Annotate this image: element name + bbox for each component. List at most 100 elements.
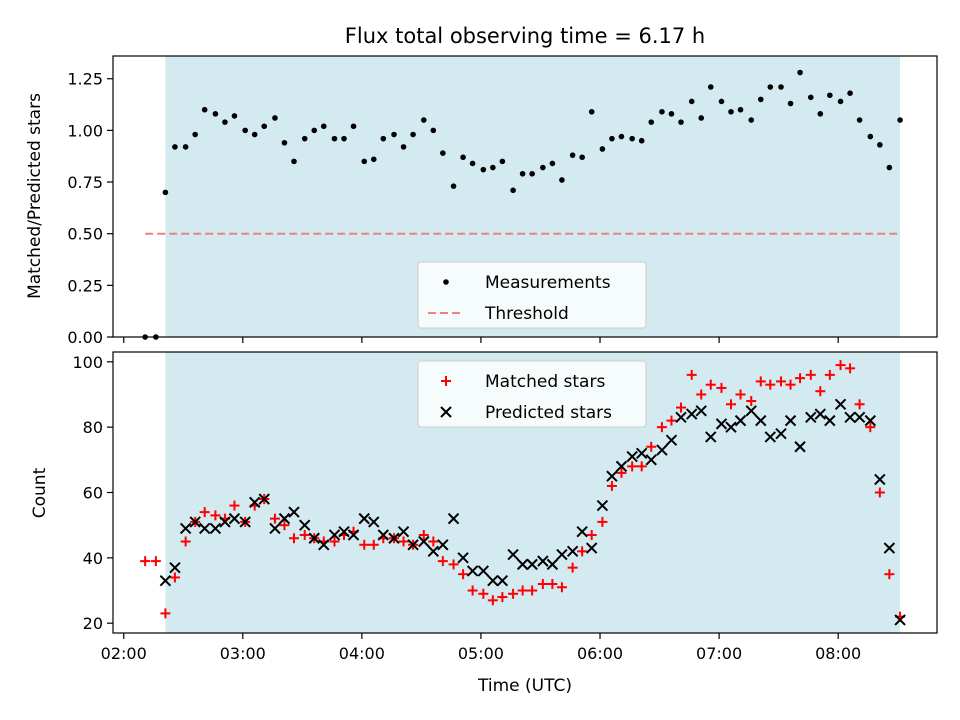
data-point <box>606 470 618 482</box>
marker-stroke <box>725 421 737 433</box>
marker-stroke <box>715 418 728 430</box>
marker-stroke <box>824 414 836 427</box>
data-point <box>192 131 198 138</box>
data-point <box>377 529 390 541</box>
marker-stroke <box>596 499 609 512</box>
data-point <box>291 158 297 165</box>
data-point <box>638 137 645 144</box>
bottom-panel: 20 40 60 80 100 02:00 03:00 04:00 05:00 06:00 07:0… <box>72 351 938 663</box>
marker-stroke <box>269 522 281 535</box>
data-point <box>380 135 387 142</box>
data-point <box>510 187 516 194</box>
data-point <box>854 399 865 410</box>
marker-stroke <box>308 532 320 544</box>
marker-stroke <box>318 539 330 551</box>
data-point <box>477 565 490 577</box>
data-point <box>705 431 717 443</box>
data-point <box>516 558 529 571</box>
marker-stroke <box>626 450 638 463</box>
data-point <box>358 512 370 525</box>
legend-entry: Threshold <box>428 304 569 324</box>
data-point <box>735 389 746 400</box>
data-point <box>884 569 895 580</box>
data-point <box>162 189 169 196</box>
legend: Measurements Threshold <box>417 261 647 329</box>
data-point <box>755 414 767 427</box>
data-point <box>210 510 221 521</box>
data-point <box>576 526 588 538</box>
data-point <box>150 556 161 567</box>
data-point <box>457 552 469 564</box>
marker-stroke <box>516 558 529 571</box>
data-point <box>507 548 519 561</box>
data-point <box>656 422 667 433</box>
data-point <box>189 516 201 528</box>
marker-stroke <box>576 526 588 538</box>
marker-stroke <box>299 519 311 531</box>
data-point <box>845 363 856 374</box>
marker-stroke <box>258 493 270 505</box>
data-point <box>418 529 429 540</box>
data-point <box>467 585 478 596</box>
data-point <box>567 562 578 573</box>
data-point <box>834 398 847 410</box>
top-panel: 0.00 0.25 0.50 0.75 1.00 1.25 Measurements Thre… <box>67 55 938 347</box>
marker-stroke <box>645 454 657 466</box>
data-point <box>785 379 796 390</box>
data-point <box>844 411 856 424</box>
data-point <box>338 526 350 538</box>
data-point <box>877 142 883 148</box>
data-point <box>745 405 757 417</box>
data-point <box>229 500 240 511</box>
data-point <box>596 499 609 512</box>
data-point <box>198 522 211 535</box>
y-tick-label: 1.00 <box>67 121 103 140</box>
legend-entry: Matched stars <box>441 372 605 392</box>
marker-stroke <box>496 575 509 587</box>
data-point <box>853 411 866 424</box>
x-tick-label: 06:00 <box>577 644 623 663</box>
data-point <box>824 369 835 380</box>
data-point <box>656 444 668 456</box>
data-point <box>182 144 189 150</box>
data-point <box>757 96 764 103</box>
data-point <box>261 123 268 130</box>
data-point <box>269 513 280 524</box>
data-point <box>469 160 476 167</box>
data-point <box>569 152 576 158</box>
data-point <box>537 578 548 589</box>
data-point <box>686 369 697 380</box>
data-point <box>764 431 777 443</box>
marker-stroke <box>407 539 419 551</box>
data-point <box>288 506 300 518</box>
data-point <box>212 111 219 117</box>
data-point <box>707 84 714 90</box>
marker-stroke <box>874 473 886 486</box>
data-point <box>228 512 241 525</box>
x-tick-label: 05:00 <box>458 644 504 663</box>
legend-box <box>417 360 647 428</box>
data-point <box>350 123 357 130</box>
data-point <box>678 119 684 125</box>
y-tick-label: 1.25 <box>67 70 103 89</box>
data-point <box>251 131 258 138</box>
data-point <box>490 164 496 171</box>
x-tick-label: 08:00 <box>815 644 861 663</box>
data-point <box>258 493 270 505</box>
data-point <box>546 558 559 571</box>
x-axis-label: Time (UTC) <box>477 676 572 696</box>
data-point <box>645 454 657 466</box>
data-point <box>391 131 397 138</box>
marker-stroke <box>834 398 847 410</box>
data-point <box>886 164 893 171</box>
data-point <box>347 529 360 541</box>
data-point <box>807 94 814 101</box>
data-point <box>566 545 579 558</box>
marker-stroke <box>764 431 777 443</box>
data-point <box>368 539 379 550</box>
data-point <box>734 414 747 427</box>
data-point <box>718 98 725 105</box>
marker-stroke <box>883 542 896 554</box>
data-point <box>407 539 419 551</box>
data-point <box>427 545 440 558</box>
